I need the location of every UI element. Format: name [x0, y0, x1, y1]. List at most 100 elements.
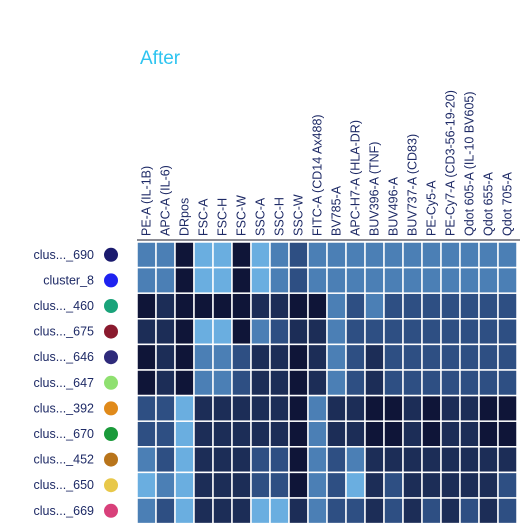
- heatmap-cell: [383, 471, 404, 499]
- column-label: DRpos: [178, 198, 192, 236]
- heatmap-cell: [136, 266, 157, 294]
- heatmap-cell: [383, 343, 404, 371]
- heatmap-cell: [136, 471, 157, 499]
- heatmap-cell: [307, 241, 328, 269]
- column-label: Qdot 605-A (IL-10 BV605): [463, 91, 477, 236]
- heatmap-cell: [174, 497, 195, 525]
- heatmap-cell: [421, 292, 442, 320]
- heatmap-cell: [231, 266, 252, 294]
- heatmap-cell: [421, 446, 442, 474]
- heatmap-cell: [383, 497, 404, 525]
- heatmap-cell: [402, 292, 423, 320]
- heatmap-cell: [212, 266, 233, 294]
- heatmap-cell: [459, 394, 480, 422]
- heatmap-cell: [402, 241, 423, 269]
- heatmap-cell: [212, 497, 233, 525]
- heatmap-cell: [136, 446, 157, 474]
- heatmap-cell: [155, 292, 176, 320]
- heatmap-cell: [345, 241, 366, 269]
- heatmap-cell: [212, 343, 233, 371]
- heatmap-cell: [345, 343, 366, 371]
- heatmap-cell: [307, 266, 328, 294]
- heatmap-cell: [174, 446, 195, 474]
- heatmap-cell: [421, 369, 442, 397]
- row-label: cluster_8: [43, 273, 94, 287]
- heatmap-cell: [307, 343, 328, 371]
- heatmap-cell: [136, 241, 157, 269]
- heatmap-cell: [364, 420, 385, 448]
- heatmap-cell: [136, 343, 157, 371]
- heatmap-cell: [345, 318, 366, 346]
- heatmap-cell: [440, 471, 461, 499]
- heatmap-cell: [383, 241, 404, 269]
- heatmap-cell: [402, 420, 423, 448]
- row-label: clus..._690: [34, 248, 95, 262]
- heatmap-cell: [136, 497, 157, 525]
- heatmap-cell: [459, 420, 480, 448]
- heatmap-cell: [383, 446, 404, 474]
- heatmap-cell: [497, 266, 518, 294]
- heatmap-cell: [136, 394, 157, 422]
- heatmap-cell: [193, 446, 214, 474]
- heatmap-cell: [364, 471, 385, 499]
- heatmap-cell: [364, 266, 385, 294]
- heatmap-cell: [288, 318, 309, 346]
- heatmap-cell: [307, 446, 328, 474]
- heatmap-cell: [155, 241, 176, 269]
- heatmap-cell: [402, 394, 423, 422]
- heatmap-cell: [440, 266, 461, 294]
- row-color-dot: [104, 375, 118, 390]
- heatmap-cell: [193, 343, 214, 371]
- heatmap-cell: [307, 318, 328, 346]
- heatmap-cell: [193, 394, 214, 422]
- heatmap-cell: [174, 318, 195, 346]
- heatmap-cell: [193, 420, 214, 448]
- heatmap-cell: [231, 241, 252, 269]
- row-color-dot: [104, 273, 118, 288]
- heatmap-cell: [307, 292, 328, 320]
- heatmap-cell: [364, 497, 385, 525]
- heatmap-cell: [250, 446, 271, 474]
- heatmap-cell: [136, 369, 157, 397]
- heatmap-cell: [193, 266, 214, 294]
- heatmap-cell: [269, 369, 290, 397]
- heatmap-cell: [155, 318, 176, 346]
- heatmap-cell: [288, 266, 309, 294]
- row-label: clus..._647: [34, 376, 95, 390]
- heatmap-cell: [231, 369, 252, 397]
- heatmap-cell: [212, 420, 233, 448]
- heatmap-cell: [497, 241, 518, 269]
- heatmap-cell: [478, 241, 499, 269]
- heatmap-cell: [250, 369, 271, 397]
- column-label: FSC-A: [197, 198, 211, 236]
- heatmap-cell: [364, 292, 385, 320]
- column-labels: PE-A (IL-1B) APC-A (IL-6) DRpos FSC-A FSC-H F…: [140, 90, 515, 236]
- column-label: APC-H7-A (HLA-DR): [349, 120, 363, 236]
- heatmap-cell: [326, 394, 347, 422]
- heatmap-cell: [421, 420, 442, 448]
- heatmap-cell: [402, 446, 423, 474]
- heatmap-cell: [326, 471, 347, 499]
- heatmap-cell: [326, 446, 347, 474]
- heatmap-cell: [269, 343, 290, 371]
- heatmap-cell: [288, 343, 309, 371]
- heatmap-cell: [364, 394, 385, 422]
- heatmap-cell: [174, 266, 195, 294]
- heatmap-cell: [174, 369, 195, 397]
- heatmap-cell: [364, 241, 385, 269]
- heatmap-cell: [231, 497, 252, 525]
- heatmap-cell: [212, 318, 233, 346]
- heatmap-cell: [212, 446, 233, 474]
- heatmap-cell: [174, 394, 195, 422]
- column-label: Qdot 705-A: [501, 171, 515, 236]
- heatmap-cell: [193, 369, 214, 397]
- column-label: BV785-A: [330, 185, 344, 236]
- heatmap-cell: [440, 241, 461, 269]
- row-label: clus..._646: [34, 350, 95, 364]
- heatmap-cell: [421, 343, 442, 371]
- heatmap-cell: [402, 471, 423, 499]
- heatmap-cell: [497, 369, 518, 397]
- heatmap-cell: [345, 266, 366, 294]
- heatmap-cell: [440, 497, 461, 525]
- heatmap-cell: [440, 420, 461, 448]
